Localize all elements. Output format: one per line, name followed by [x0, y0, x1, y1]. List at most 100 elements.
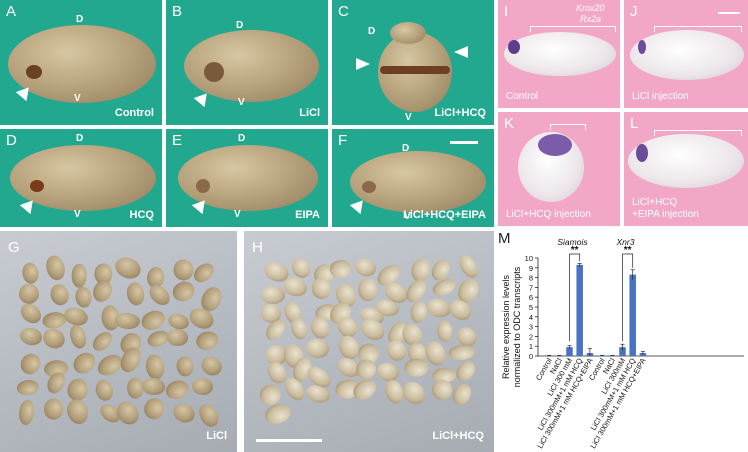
panel-letter: J: [630, 3, 638, 20]
ventral-label: V: [404, 211, 411, 222]
embryo: [455, 251, 482, 281]
panel-letter: E: [172, 132, 183, 149]
condition-label-line2: +EIPA injection: [632, 209, 699, 220]
condition-label: Control: [506, 91, 539, 102]
y-tick-label: 10: [525, 254, 533, 263]
embryo: [425, 296, 453, 319]
embryo: [112, 397, 143, 429]
embryo: [398, 376, 430, 408]
ventral-label: V: [405, 112, 412, 123]
blastopore-spot: [204, 62, 224, 82]
condition-label-line1: LiCl+HCQ: [632, 197, 678, 208]
blastopore-spot: [26, 65, 42, 79]
dorsal-label: D: [76, 133, 84, 144]
condition-label: Control: [114, 107, 154, 119]
panel-c: C D V LiCl+HCQ: [332, 0, 494, 125]
embryo: [260, 285, 285, 305]
embryo-image: [178, 145, 318, 211]
series-name: Xnr3: [616, 237, 635, 247]
embryo-image: [630, 30, 744, 80]
embryo: [43, 398, 63, 420]
ventral-label: V: [74, 93, 81, 104]
y-tick-label: 0: [529, 352, 533, 361]
bar: [545, 355, 553, 357]
ventral-label: V: [74, 209, 81, 220]
y-tick-label: 6: [529, 293, 533, 302]
embryo: [144, 353, 166, 381]
embryo-image: [628, 134, 744, 188]
bracket: [550, 124, 586, 130]
embryo: [43, 253, 68, 283]
embryo: [169, 278, 198, 305]
embryo: [47, 282, 72, 309]
dorsal-label: D: [236, 20, 244, 31]
condition-label: LiCl+HCQ: [432, 430, 484, 442]
condition-label: LiCl: [206, 430, 227, 442]
blastopore-spot: [30, 180, 44, 192]
bracket: [654, 130, 742, 136]
scale-bar: [450, 141, 478, 144]
panel-letter: D: [6, 132, 17, 149]
panel-letter: C: [338, 3, 349, 20]
panel-h: H LiCl+HCQ: [244, 231, 494, 452]
embryo: [141, 377, 166, 396]
y-tick-label: 1: [529, 342, 533, 351]
panel-j: J LiCl injection: [624, 0, 748, 108]
stain-spot: [638, 40, 646, 54]
panel-d: D D V HCQ: [0, 129, 162, 227]
panel-b: B D V LiCl: [166, 0, 328, 125]
embryo: [304, 337, 331, 360]
condition-label: HCQ: [129, 209, 154, 221]
panel-k: K LiCl+HCQ injection: [498, 112, 620, 226]
embryo: [170, 399, 198, 426]
arrowhead-left-icon: [356, 58, 370, 70]
embryo: [124, 280, 147, 307]
panel-letter: G: [8, 239, 20, 256]
embryo: [190, 376, 214, 397]
condition-label: LiCl+HCQ injection: [506, 209, 591, 220]
embryo: [17, 349, 45, 378]
scale-bar: [718, 12, 740, 14]
embryo: [165, 328, 189, 347]
embryo-image: [504, 32, 616, 76]
panel-i: I Krox20 Rx2a Control: [498, 0, 620, 108]
embryo: [20, 261, 41, 285]
significance-mark: **: [571, 245, 579, 256]
dorsal-label: D: [238, 133, 246, 144]
ventral-label: V: [238, 97, 245, 108]
dorsal-label: D: [402, 143, 410, 154]
panel-letter: L: [630, 115, 639, 132]
embryo: [73, 285, 93, 309]
embryo: [141, 395, 168, 422]
embryo: [64, 396, 92, 428]
bar: [609, 355, 616, 357]
embryo: [436, 320, 454, 344]
embryo: [175, 355, 195, 378]
condition-label: EIPA: [295, 209, 320, 221]
condition-label: LiCl+HCQ+EIPA: [403, 209, 486, 221]
embryo: [17, 399, 36, 427]
dorsal-label: D: [368, 26, 376, 37]
y-tick-label: 7: [529, 283, 533, 292]
embryo: [197, 352, 225, 380]
bracket: [530, 26, 616, 32]
series-name: Siamois: [557, 237, 588, 247]
embryo: [126, 377, 144, 399]
condition-label: LiCl: [299, 107, 320, 119]
embryo: [88, 276, 116, 306]
embryo: [70, 263, 87, 288]
embryo: [448, 381, 475, 409]
scale-bar: [256, 439, 322, 442]
panel-a: A D V Control: [0, 0, 162, 125]
expression-bar-chart: Relative expression levelsnormalized to …: [501, 237, 744, 450]
panel-letter: F: [338, 132, 348, 149]
embryo: [40, 325, 69, 352]
stain-spot: [508, 40, 520, 54]
embryo: [88, 328, 116, 355]
y-tick-label: 2: [529, 332, 533, 341]
embryo-image: [8, 25, 156, 103]
embryo: [352, 256, 378, 279]
bar: [598, 355, 606, 357]
embryo: [171, 258, 195, 283]
panel-letter: B: [172, 3, 183, 20]
